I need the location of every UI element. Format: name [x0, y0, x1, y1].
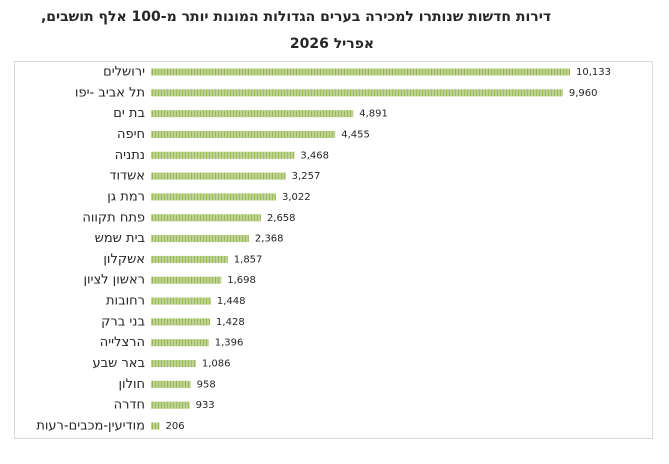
category-label: באר שבע [92, 356, 145, 371]
bar-hatch [151, 276, 222, 284]
bar-hatch [151, 214, 261, 222]
value-label: 1,428 [216, 317, 245, 328]
category-label: בית שמש [95, 231, 145, 246]
bar-hatch [151, 255, 228, 263]
value-label: 1,698 [227, 275, 256, 286]
value-label: 1,857 [234, 254, 263, 265]
category-label: אשדוד [109, 169, 145, 184]
bar-hatch [151, 151, 295, 159]
category-label: חיפה [117, 127, 145, 142]
value-label: 2,658 [267, 213, 296, 224]
value-label: 1,396 [215, 338, 244, 349]
category-label: רחובות [106, 294, 145, 309]
category-label: ירושלים [103, 65, 145, 80]
bar-hatch [151, 235, 249, 243]
value-label: 3,022 [282, 192, 311, 203]
category-label: תל אביב -יפו [75, 85, 145, 100]
category-label: מודיעין-מכבים-רעות [36, 419, 145, 434]
value-label: 9,960 [569, 88, 598, 99]
bar-hatch [151, 68, 570, 76]
value-label: 1,448 [217, 296, 246, 307]
bar-hatch [151, 89, 563, 97]
bar-hatch [151, 193, 276, 201]
category-label: חדרה [114, 398, 145, 413]
category-label: רמת גן [107, 189, 145, 204]
bar-hatch [151, 318, 211, 326]
category-label: פתח תקווה [82, 210, 145, 225]
category-label: נתניה [115, 148, 145, 163]
category-label: חולון [118, 377, 145, 392]
bar-hatch [151, 130, 336, 138]
value-label: 206 [166, 421, 185, 432]
bar-hatch [151, 422, 160, 430]
plot-frame [14, 61, 653, 439]
value-label: 4,455 [341, 129, 370, 140]
bar-hatch [151, 110, 354, 118]
value-label: 1,086 [202, 359, 231, 370]
value-label: 958 [197, 379, 216, 390]
value-label: 3,257 [292, 171, 321, 182]
bar-hatch [151, 172, 286, 180]
category-label: בת ים [113, 106, 145, 121]
value-label: 10,133 [576, 67, 611, 78]
chart-title: דירות חדשות שנותרו למכירה בערים הגדולות … [41, 9, 551, 25]
bar-hatch [151, 360, 196, 368]
value-label: 4,891 [359, 109, 388, 120]
category-label: ראשון לציון [83, 273, 145, 288]
value-label: 2,368 [255, 234, 284, 245]
category-label: אשקלון [103, 252, 145, 267]
bar-hatch [151, 401, 190, 409]
bar-hatch [151, 297, 211, 305]
bar-hatch [151, 339, 209, 347]
bar-hatch [151, 380, 191, 388]
chart-subtitle: אפריל 2026 [290, 36, 374, 52]
category-label: בני ברק [101, 314, 145, 329]
value-label: 933 [196, 400, 215, 411]
value-label: 3,468 [300, 150, 329, 161]
category-label: הרצלייה [100, 335, 145, 350]
